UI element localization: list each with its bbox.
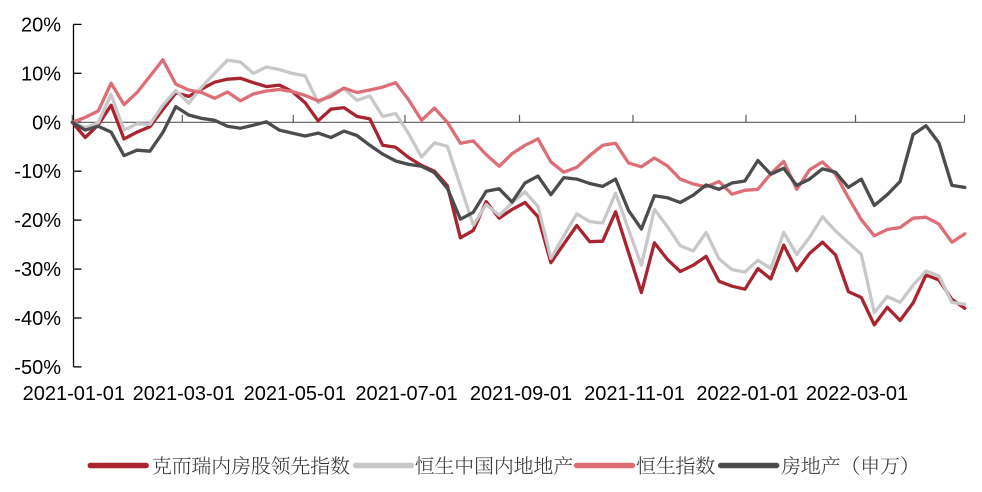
svg-text:10%: 10% [21,63,61,85]
svg-text:2021-01-01: 2021-01-01 [23,383,125,405]
svg-text:20%: 20% [21,14,61,36]
svg-text:2021-03-01: 2021-03-01 [133,383,235,405]
svg-text:2022-01-01: 2022-01-01 [696,383,798,405]
svg-text:2021-11-01: 2021-11-01 [584,383,685,405]
svg-text:2022-03-01: 2022-03-01 [806,383,908,405]
svg-text:0%: 0% [32,112,61,134]
svg-text:2021-07-01: 2021-07-01 [355,383,457,405]
svg-text:2021-05-01: 2021-05-01 [244,383,346,405]
svg-text:-10%: -10% [14,161,61,183]
svg-text:2021-09-01: 2021-09-01 [470,383,572,405]
svg-text:-40%: -40% [14,308,61,330]
svg-text:-30%: -30% [14,259,61,281]
svg-text:-20%: -20% [14,210,61,232]
svg-text:-50%: -50% [14,357,61,379]
